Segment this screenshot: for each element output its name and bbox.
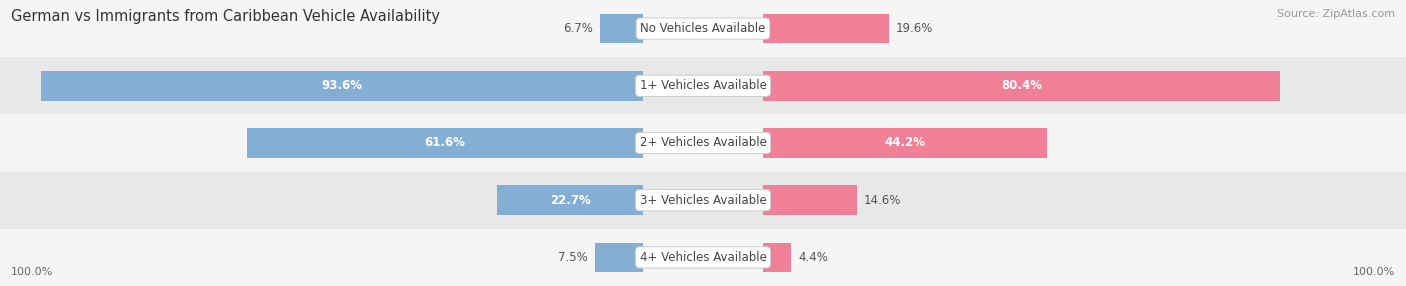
Bar: [0, 57, 1406, 114]
Bar: [247, 128, 644, 158]
Bar: [762, 185, 856, 215]
Bar: [600, 14, 644, 43]
Text: 4+ Vehicles Available: 4+ Vehicles Available: [640, 251, 766, 264]
Text: German vs Immigrants from Caribbean Vehicle Availability: German vs Immigrants from Caribbean Vehi…: [11, 9, 440, 23]
Text: 100.0%: 100.0%: [1353, 267, 1395, 277]
Bar: [0, 0, 1406, 57]
Text: 100.0%: 100.0%: [11, 267, 53, 277]
Bar: [0, 114, 1406, 172]
Text: 6.7%: 6.7%: [564, 22, 593, 35]
Text: 1+ Vehicles Available: 1+ Vehicles Available: [640, 79, 766, 92]
Bar: [595, 243, 644, 272]
Text: No Vehicles Available: No Vehicles Available: [640, 22, 766, 35]
Bar: [762, 71, 1279, 101]
Text: 4.4%: 4.4%: [799, 251, 828, 264]
Text: 80.4%: 80.4%: [1001, 79, 1042, 92]
Bar: [762, 14, 889, 43]
Text: 93.6%: 93.6%: [322, 79, 363, 92]
Bar: [41, 71, 644, 101]
Bar: [762, 128, 1047, 158]
Text: 61.6%: 61.6%: [425, 136, 465, 150]
Text: 22.7%: 22.7%: [550, 194, 591, 207]
Text: 2+ Vehicles Available: 2+ Vehicles Available: [640, 136, 766, 150]
Text: 14.6%: 14.6%: [863, 194, 901, 207]
Bar: [0, 172, 1406, 229]
Text: 44.2%: 44.2%: [884, 136, 925, 150]
Bar: [0, 229, 1406, 286]
Bar: [498, 185, 644, 215]
Text: 3+ Vehicles Available: 3+ Vehicles Available: [640, 194, 766, 207]
Text: 7.5%: 7.5%: [558, 251, 588, 264]
Text: 19.6%: 19.6%: [896, 22, 934, 35]
Bar: [762, 243, 792, 272]
Text: Source: ZipAtlas.com: Source: ZipAtlas.com: [1277, 9, 1395, 19]
